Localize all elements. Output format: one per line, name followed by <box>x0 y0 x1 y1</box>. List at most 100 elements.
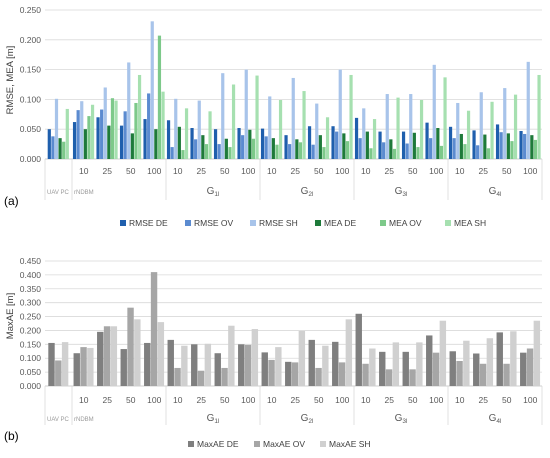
bar <box>208 111 212 159</box>
bar <box>244 344 252 386</box>
legend-swatch <box>250 220 256 226</box>
x-tick-label: 100 <box>523 395 537 405</box>
bar <box>315 367 322 386</box>
x-tick-label: 25 <box>103 166 113 176</box>
legend-swatch <box>254 441 260 447</box>
group-label: G4l <box>489 413 502 425</box>
bar <box>217 144 221 159</box>
bar <box>409 94 413 159</box>
bar <box>237 128 241 159</box>
bar <box>315 103 319 159</box>
bar <box>302 91 306 159</box>
bar <box>392 148 397 159</box>
x-tick-label: 25 <box>103 395 113 405</box>
bar <box>379 351 386 386</box>
bar <box>268 96 272 159</box>
y-tick-label: 0.250 <box>20 312 42 322</box>
bar <box>150 21 154 159</box>
bar <box>429 138 433 159</box>
bar <box>331 126 335 159</box>
bar <box>87 116 91 159</box>
x-tick-label: 10 <box>267 395 277 405</box>
bar <box>510 331 517 386</box>
x-tick-label: 50 <box>314 395 324 405</box>
bar <box>251 138 256 159</box>
group-label: rNDBM <box>74 190 94 196</box>
bar <box>365 131 369 159</box>
bar <box>54 98 59 159</box>
legend-swatch <box>445 220 451 226</box>
bar <box>466 110 471 159</box>
y-tick-label: 0.100 <box>20 353 42 363</box>
legend-swatch <box>380 220 386 226</box>
bar <box>436 128 440 159</box>
bar <box>338 69 342 159</box>
bar <box>244 69 248 159</box>
bar <box>396 97 400 159</box>
bar <box>150 272 158 386</box>
bar <box>231 84 236 159</box>
bar <box>449 351 456 386</box>
x-tick-label: 10 <box>173 395 183 405</box>
bar <box>322 147 326 159</box>
bar <box>523 133 527 159</box>
bar <box>103 326 111 386</box>
x-tick-label: 100 <box>335 395 349 405</box>
bar <box>362 363 369 386</box>
bar <box>291 77 295 159</box>
bar <box>80 101 84 159</box>
bar <box>184 108 189 159</box>
bar <box>495 124 500 159</box>
bar <box>83 129 87 159</box>
bar <box>197 370 205 386</box>
bar <box>432 352 440 386</box>
y-tick-label: 0.000 <box>20 154 42 164</box>
bar <box>448 126 453 159</box>
bar <box>174 98 178 159</box>
bar <box>520 352 527 386</box>
bar <box>260 128 265 159</box>
bar <box>345 319 353 386</box>
chart-a: (a) RMSE, MEA [m] 0.000 0.050 0.100 0.150 0.… <box>4 5 543 228</box>
x-tick-label: 50 <box>502 166 512 176</box>
x-tick-label: 50 <box>126 166 136 176</box>
bar <box>362 108 366 159</box>
x-tick-label: 10 <box>79 166 89 176</box>
legend-label: RMSE DE <box>129 218 168 228</box>
bar <box>416 147 420 159</box>
x-tick-label: 50 <box>314 166 324 176</box>
bar <box>401 131 406 159</box>
bar <box>358 138 362 159</box>
group-label: UAV PC <box>47 417 70 423</box>
legend-swatch <box>120 220 126 226</box>
chart-b: (b) MaxAE [m] 0.000 0.050 0.100 0.150 0.200 0… <box>4 256 543 449</box>
bar <box>120 349 127 386</box>
bar <box>342 133 346 159</box>
bar <box>533 320 541 386</box>
bar <box>459 133 463 159</box>
bar <box>80 347 87 386</box>
legend-label: RMSE OV <box>194 218 234 228</box>
bar <box>228 147 232 159</box>
bar <box>332 341 339 386</box>
y-tick-label: 0.350 <box>20 284 42 294</box>
bar <box>439 320 447 386</box>
bar <box>197 100 201 159</box>
bar <box>76 110 80 159</box>
x-tick-label: 100 <box>241 395 255 405</box>
y-tick-label: 0.150 <box>20 339 42 349</box>
bar <box>213 129 218 159</box>
bar <box>503 88 507 159</box>
x-tick-label: 25 <box>291 166 301 176</box>
bar <box>147 93 151 159</box>
bar <box>378 131 382 159</box>
legend-label: MaxAE DE <box>197 439 239 449</box>
bar <box>519 130 523 159</box>
bar <box>479 92 483 159</box>
bar <box>130 133 134 159</box>
bar <box>452 138 456 159</box>
x-tick-label: 10 <box>455 166 465 176</box>
x-tick-label: 25 <box>385 166 395 176</box>
group-label: G3l <box>395 186 408 198</box>
